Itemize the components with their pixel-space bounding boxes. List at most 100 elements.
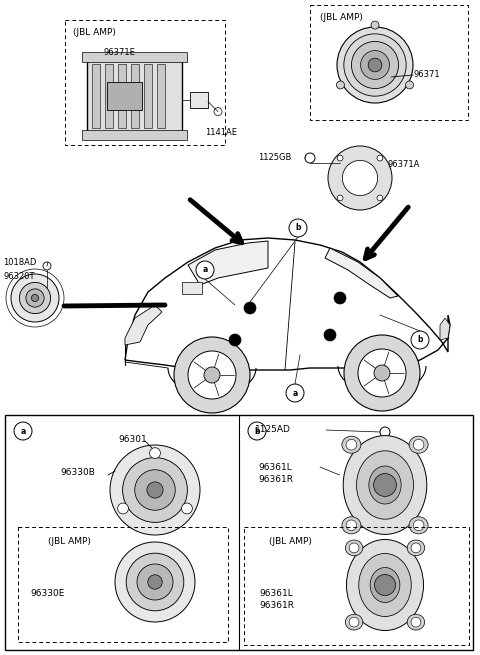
- Text: b: b: [295, 223, 301, 233]
- Text: a: a: [292, 388, 298, 398]
- Circle shape: [147, 482, 163, 498]
- Bar: [244, 527, 469, 645]
- Bar: [18, 527, 228, 642]
- Bar: [82, 130, 187, 140]
- Text: (JBL AMP): (JBL AMP): [48, 537, 91, 546]
- Circle shape: [115, 542, 195, 622]
- Circle shape: [286, 384, 304, 402]
- Ellipse shape: [342, 436, 361, 453]
- Circle shape: [358, 349, 406, 397]
- Circle shape: [349, 543, 359, 553]
- Ellipse shape: [370, 567, 400, 603]
- Text: 1141AE: 1141AE: [205, 128, 237, 137]
- Circle shape: [43, 262, 51, 270]
- Circle shape: [334, 292, 346, 304]
- Circle shape: [337, 27, 413, 103]
- Bar: [87, 60, 182, 132]
- Circle shape: [337, 195, 343, 201]
- Bar: [310, 5, 468, 120]
- Circle shape: [150, 448, 160, 458]
- Circle shape: [371, 21, 379, 29]
- Circle shape: [377, 195, 383, 201]
- Text: b: b: [417, 335, 423, 345]
- Bar: [190, 92, 208, 107]
- Text: 1018AD: 1018AD: [3, 258, 36, 267]
- Text: a: a: [20, 426, 25, 436]
- Bar: [157, 64, 165, 128]
- Bar: [105, 64, 113, 128]
- Circle shape: [174, 337, 250, 413]
- Bar: [92, 64, 100, 128]
- Polygon shape: [440, 318, 450, 340]
- Circle shape: [19, 282, 50, 314]
- Circle shape: [214, 107, 222, 115]
- Polygon shape: [325, 248, 398, 298]
- Text: 96361R: 96361R: [258, 475, 293, 484]
- Text: (JBL AMP): (JBL AMP): [320, 13, 363, 22]
- Text: b: b: [254, 426, 260, 436]
- Ellipse shape: [342, 517, 361, 534]
- Text: (JBL AMP): (JBL AMP): [73, 28, 116, 37]
- Circle shape: [344, 335, 420, 411]
- Circle shape: [351, 41, 398, 88]
- Circle shape: [342, 160, 378, 196]
- Circle shape: [244, 302, 256, 314]
- Ellipse shape: [407, 614, 425, 630]
- Circle shape: [377, 155, 383, 161]
- Circle shape: [413, 440, 424, 450]
- Text: 1125AD: 1125AD: [255, 425, 291, 434]
- Ellipse shape: [409, 517, 428, 534]
- Ellipse shape: [345, 540, 363, 555]
- Bar: [107, 82, 142, 110]
- Circle shape: [368, 58, 382, 72]
- Bar: [118, 64, 126, 128]
- Circle shape: [336, 81, 345, 89]
- Circle shape: [135, 470, 175, 510]
- Circle shape: [289, 219, 307, 237]
- Circle shape: [305, 153, 315, 163]
- Ellipse shape: [409, 436, 428, 453]
- Circle shape: [14, 422, 32, 440]
- Circle shape: [204, 367, 220, 383]
- Circle shape: [373, 474, 396, 496]
- Ellipse shape: [343, 436, 427, 534]
- Bar: [182, 282, 202, 294]
- Circle shape: [374, 574, 396, 595]
- Polygon shape: [125, 238, 450, 370]
- Circle shape: [324, 329, 336, 341]
- Text: 96330B: 96330B: [60, 468, 95, 477]
- Text: 96361R: 96361R: [259, 601, 294, 610]
- Circle shape: [360, 50, 389, 79]
- Text: a: a: [203, 265, 208, 274]
- Circle shape: [411, 617, 421, 627]
- Text: 1125GB: 1125GB: [258, 153, 291, 162]
- Ellipse shape: [345, 614, 363, 630]
- Circle shape: [181, 503, 192, 514]
- Circle shape: [411, 543, 421, 553]
- Circle shape: [229, 334, 241, 346]
- Circle shape: [118, 503, 129, 514]
- Ellipse shape: [369, 466, 401, 504]
- Bar: [65, 20, 225, 145]
- Circle shape: [110, 445, 200, 535]
- Text: 96361L: 96361L: [258, 463, 292, 472]
- Ellipse shape: [359, 553, 411, 616]
- Circle shape: [406, 81, 414, 89]
- Circle shape: [344, 34, 406, 96]
- Text: 96320T: 96320T: [3, 272, 35, 281]
- Text: 96371E: 96371E: [103, 48, 135, 57]
- Circle shape: [188, 351, 236, 399]
- Circle shape: [148, 575, 162, 590]
- Bar: [131, 64, 139, 128]
- Circle shape: [137, 564, 173, 600]
- Ellipse shape: [407, 540, 425, 555]
- Ellipse shape: [357, 451, 413, 519]
- Text: 96330E: 96330E: [30, 589, 64, 598]
- Circle shape: [374, 365, 390, 381]
- Circle shape: [349, 617, 359, 627]
- Polygon shape: [188, 241, 268, 285]
- Circle shape: [346, 440, 357, 450]
- Circle shape: [26, 289, 44, 307]
- Ellipse shape: [347, 540, 423, 631]
- Circle shape: [346, 520, 357, 531]
